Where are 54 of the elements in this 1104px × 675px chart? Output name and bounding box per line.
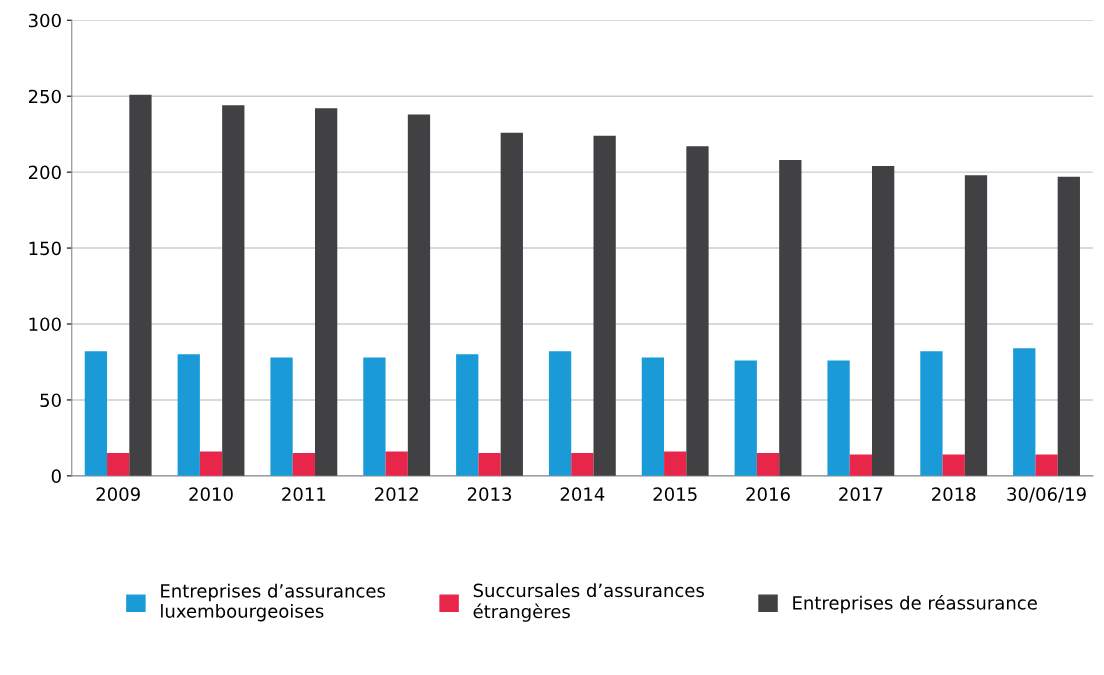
x-tick-label: 30/06/19	[1007, 487, 1086, 503]
bar	[827, 360, 850, 476]
bar	[1013, 348, 1036, 476]
bar	[314, 108, 338, 476]
bar	[129, 94, 152, 476]
bar	[1057, 176, 1080, 476]
bar	[107, 453, 130, 476]
bar	[363, 357, 386, 476]
bar	[478, 453, 501, 476]
x-tick-label: 2014	[560, 487, 605, 501]
bar	[407, 114, 431, 476]
x-tick-label: 2010	[189, 487, 233, 501]
bar	[548, 351, 572, 476]
bar	[779, 159, 802, 476]
bar	[641, 357, 665, 476]
y-tick-label: 0	[51, 469, 61, 483]
bar	[920, 351, 943, 476]
bar	[571, 453, 594, 476]
y-tick-label: 300	[28, 13, 61, 28]
x-tick-label: 2015	[653, 487, 697, 501]
bar	[872, 166, 895, 476]
bar	[177, 354, 200, 476]
bar	[849, 454, 873, 476]
bar	[500, 132, 523, 476]
y-tick-label: 250	[28, 89, 61, 104]
bar	[686, 146, 709, 476]
x-tick-label: 2018	[932, 487, 976, 501]
y-tick-label: 100	[29, 317, 61, 332]
bar	[199, 451, 223, 476]
x-tick-label: 2017	[839, 487, 883, 501]
legend-label: Entreprises de réassurance	[793, 594, 1037, 614]
bar	[292, 453, 315, 476]
legend-label: Entreprises d’assurances luxembourgeoises	[161, 583, 386, 622]
bar	[942, 454, 965, 476]
legend-label: Succursales d’assurances étrangères	[473, 583, 704, 622]
x-tick-label: 2011	[282, 487, 326, 501]
x-tick-label: 2012	[375, 487, 418, 501]
bar	[456, 354, 479, 476]
x-tick-label: 2013	[467, 487, 512, 501]
bar	[734, 360, 757, 476]
bar	[593, 135, 616, 476]
bar	[756, 453, 780, 476]
bar	[664, 451, 687, 476]
bar	[270, 357, 293, 476]
bar	[222, 105, 245, 476]
bar	[964, 175, 988, 476]
bar	[1035, 454, 1058, 476]
y-tick-label: 150	[29, 241, 61, 256]
x-tick-label: 2016	[746, 487, 790, 501]
x-tick-label: 2009	[96, 487, 140, 501]
bar	[84, 351, 108, 476]
bar	[385, 451, 408, 476]
y-tick-label: 50	[40, 393, 61, 408]
y-tick-label: 200	[28, 165, 61, 180]
